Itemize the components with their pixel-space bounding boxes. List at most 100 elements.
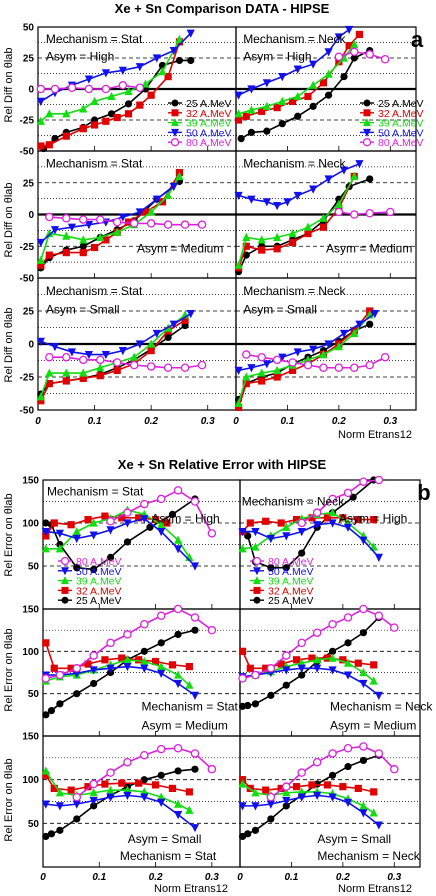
marker-32 [242, 242, 250, 250]
figure-a-title: Xe + Sn Comparison DATA - HIPSE [115, 1, 330, 16]
legend-label: 50 A.MeV [76, 566, 122, 578]
marker-80 [67, 83, 77, 93]
series-32 [238, 776, 378, 796]
x-tick-label: 0.2 [332, 416, 346, 427]
marker-50 [293, 65, 302, 74]
y-tick-label: 50 [28, 689, 40, 700]
legend-label: 39 A.MeV [268, 576, 314, 588]
marker-25 [187, 56, 195, 65]
marker-50 [84, 75, 94, 84]
figure-b-letter: b [417, 480, 430, 505]
marker-50 [324, 48, 333, 57]
legend-label: 50 A.MeV [378, 127, 424, 139]
marker-39 [55, 544, 64, 553]
marker-80 [106, 638, 115, 648]
marker-32 [45, 251, 53, 259]
marker-32 [319, 79, 328, 87]
marker-39 [45, 368, 54, 377]
marker-39 [359, 801, 368, 810]
series-line-50 [238, 312, 376, 372]
marker-50 [234, 366, 243, 375]
marker-80 [72, 664, 82, 673]
series-line-39 [242, 783, 375, 814]
marker-50 [309, 345, 318, 354]
fig0-panel-5: Mechanism = Neck Asym = Small [234, 277, 417, 411]
marker-32 [370, 515, 378, 524]
x-tick-label: 0.3 [383, 416, 397, 427]
marker-32 [354, 784, 362, 792]
marker-80 [362, 138, 372, 147]
y-tick-label: -50 [20, 274, 35, 285]
marker-32 [238, 647, 247, 655]
marker-80 [350, 210, 359, 219]
marker-32 [258, 107, 266, 115]
marker-32 [136, 101, 144, 109]
legend-label: 80 A.MeV [76, 556, 122, 568]
series-39 [234, 171, 359, 269]
marker-25 [363, 99, 371, 107]
panel-label: Mechanism = Neck [242, 495, 345, 509]
marker-39 [238, 779, 247, 788]
marker-39 [173, 535, 183, 544]
marker-32 [90, 121, 99, 129]
marker-32 [84, 515, 92, 524]
marker-39 [282, 522, 291, 531]
marker-50 [186, 29, 195, 38]
marker-50 [266, 534, 275, 544]
marker-25 [282, 681, 290, 689]
marker-80 [79, 355, 88, 365]
marker-39 [363, 118, 371, 127]
marker-80 [343, 613, 353, 622]
marker-39 [157, 792, 166, 801]
series-line-32 [45, 642, 190, 670]
marker-32 [163, 519, 171, 527]
marker-32 [102, 117, 110, 125]
marker-50 [41, 528, 50, 537]
marker-50 [247, 364, 256, 373]
marker-39 [140, 787, 149, 796]
marker-32 [50, 784, 58, 792]
marker-80 [50, 84, 60, 94]
marker-80 [197, 220, 207, 229]
series-line-50 [238, 162, 360, 207]
series-25 [237, 46, 374, 143]
marker-50 [282, 532, 291, 541]
series-line-25 [237, 178, 370, 272]
marker-39 [247, 105, 256, 114]
marker-32 [292, 515, 301, 524]
marker-80 [123, 630, 132, 639]
marker-80 [190, 613, 200, 622]
series-line-50 [242, 522, 380, 558]
marker-80 [390, 623, 399, 632]
marker-32 [370, 661, 378, 669]
marker-32 [79, 249, 87, 257]
marker-80 [89, 651, 98, 660]
panel-label: Asym = Medium [142, 719, 228, 733]
marker-39 [253, 576, 261, 585]
marker-25 [340, 73, 348, 81]
legend-label: 39 A.MeV [186, 118, 232, 130]
marker-39 [173, 670, 183, 679]
series-line-50 [45, 794, 196, 829]
marker-25 [344, 639, 352, 647]
marker-32 [345, 42, 353, 50]
marker-39 [238, 544, 247, 553]
marker-80 [62, 214, 71, 223]
marker-80 [140, 499, 149, 509]
marker-50 [334, 33, 343, 42]
marker-50 [355, 320, 364, 329]
marker-39 [96, 363, 105, 372]
marker-25 [168, 510, 177, 518]
series-50 [41, 791, 200, 833]
marker-39 [350, 328, 359, 338]
marker-80 [72, 792, 82, 802]
marker-32 [84, 783, 92, 791]
marker-32 [151, 781, 160, 789]
series-50 [238, 519, 383, 562]
marker-25 [140, 776, 148, 784]
series-80 [45, 212, 207, 229]
marker-32 [308, 781, 316, 789]
